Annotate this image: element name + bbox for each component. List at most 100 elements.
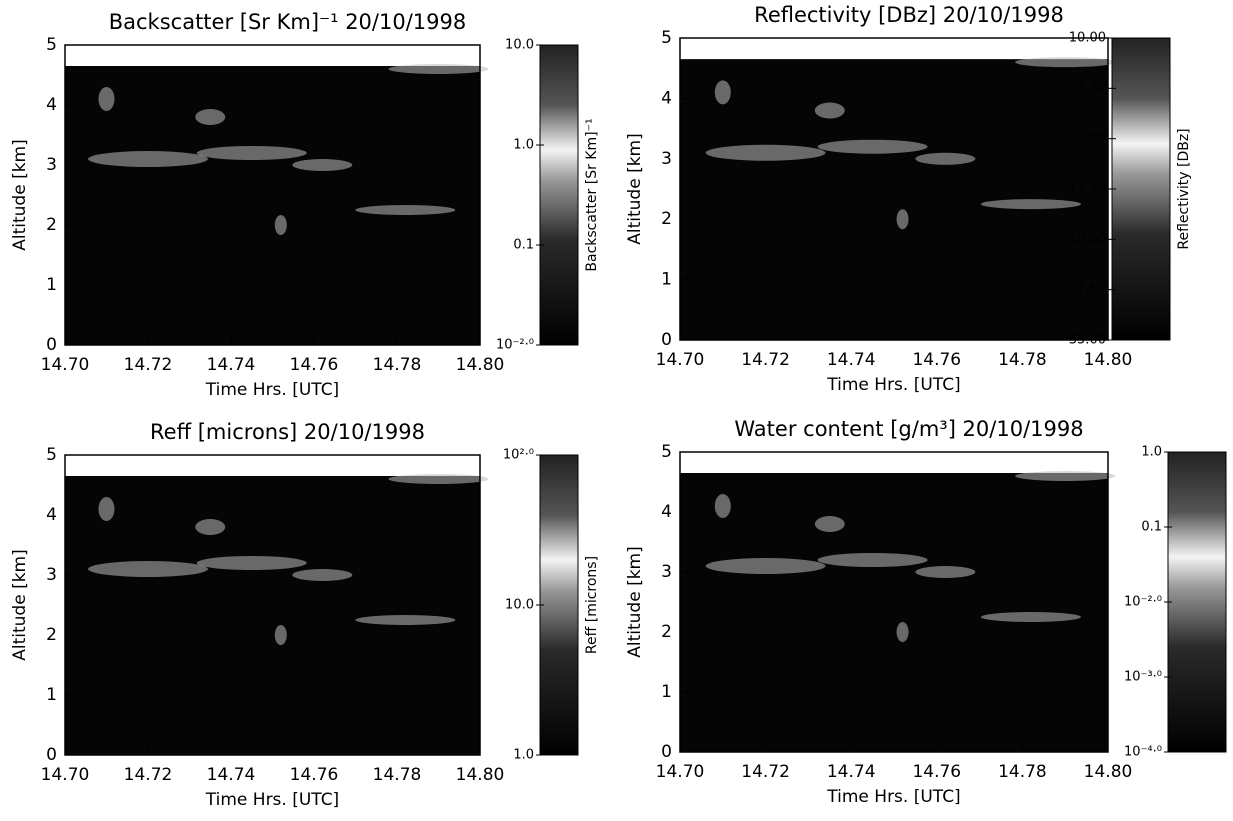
x-axis-label: Time Hrs. [UTC] <box>826 375 960 395</box>
x-tick-label: 14.80 <box>456 765 505 785</box>
x-tick-label: 14.70 <box>656 350 705 370</box>
y-tick-label: 3 <box>661 149 672 169</box>
colorbar-tick-label: 10⁻⁴·⁰ <box>1124 745 1162 760</box>
x-tick-label: 14.80 <box>1084 762 1133 782</box>
cloud-echo <box>292 159 353 171</box>
chart-title: Backscatter [Sr Km]⁻¹ 20/10/1998 <box>109 10 467 34</box>
colorbar-gradient <box>539 44 579 346</box>
plot-frame <box>64 454 481 756</box>
cloud-echo <box>814 102 845 119</box>
plot-frame <box>679 451 1109 753</box>
colorbar-tick-label: -27.50 <box>1064 282 1106 297</box>
cloud-echo <box>915 152 976 165</box>
heatmap-field <box>65 455 480 755</box>
colorbar-tick-label: -20.00 <box>1064 232 1106 247</box>
cloud-echo <box>355 205 456 215</box>
cloud-echo <box>88 561 208 577</box>
cloud-echo <box>1015 57 1116 68</box>
no-data-strip <box>680 452 1108 473</box>
no-data-strip <box>65 455 480 476</box>
cloud-echo <box>195 519 226 535</box>
cloud-echo <box>355 615 456 625</box>
colorbar-tick-label: 2.50 <box>1077 81 1106 96</box>
colorbar-tick-label: 10⁻²·⁰ <box>496 338 534 353</box>
y-tick-label: 0 <box>661 742 672 762</box>
x-tick-label: 14.74 <box>827 350 876 370</box>
y-axis-label: Altitude [km] <box>10 549 30 661</box>
x-axis-label: Time Hrs. [UTC] <box>205 380 339 400</box>
colorbar: 10.0 1.0 0.1 10⁻²·⁰ Backscatter [Sr Km]⁻¹ <box>496 38 600 353</box>
cloud-echo <box>915 566 976 578</box>
colorbar-label: Reff [microns] <box>584 556 600 654</box>
colorbar-tick-label: -5.00 <box>1072 131 1106 146</box>
y-tick-label: 4 <box>46 505 57 525</box>
colorbar-tick-label: 10⁻³·⁰ <box>1124 670 1162 685</box>
cloud-echo <box>388 64 489 74</box>
y-tick-label: 3 <box>661 562 672 582</box>
x-axis-label: Time Hrs. [UTC] <box>205 790 339 810</box>
colorbar-label: Reflectivity [DBz] <box>1176 128 1192 249</box>
y-axis-label: Altitude [km] <box>625 133 645 245</box>
y-tick-label: 2 <box>661 622 672 642</box>
colorbar-tick-label: -12.50 <box>1064 182 1106 197</box>
colorbar-tick-label: -35.00 <box>1064 333 1106 348</box>
x-tick-label: 14.74 <box>827 762 876 782</box>
colorbar-tick-label: 1.0 <box>513 748 534 763</box>
x-tick-label: 14.78 <box>998 350 1047 370</box>
colorbar-label: Backscatter [Sr Km]⁻¹ <box>584 118 600 271</box>
x-tick-label: 14.80 <box>1084 350 1133 370</box>
colorbar-tick-label: 10.0 <box>505 38 534 53</box>
x-tick-label: 14.74 <box>207 765 256 785</box>
cloud-echo <box>1015 471 1116 481</box>
colorbar-tick-label: 1.0 <box>513 138 534 153</box>
x-tick-label: 14.76 <box>912 350 961 370</box>
cloud-echo <box>980 612 1081 622</box>
y-tick-label: 2 <box>46 625 57 645</box>
y-tick-label: 4 <box>661 88 672 108</box>
y-tick-label: 1 <box>661 270 672 290</box>
x-tick-label: 14.70 <box>41 355 90 375</box>
chart-title: Reff [microns] 20/10/1998 <box>150 420 425 444</box>
colorbar-tick-label: 10.00 <box>1069 31 1106 46</box>
colorbar: 10.00 2.50 -5.00 -12.50 -20.00 -27.50 -35.00 Re… <box>1064 31 1192 348</box>
colorbar-tick-label: 0.1 <box>1141 520 1162 535</box>
cloud-echo <box>88 151 208 167</box>
y-tick-label: 4 <box>661 502 672 522</box>
colorbar-gradient <box>539 454 579 756</box>
x-tick-label: 14.70 <box>656 762 705 782</box>
y-tick-label: 0 <box>46 335 57 355</box>
cloud-echo <box>274 215 287 235</box>
x-tick-label: 14.72 <box>124 355 173 375</box>
cloud-echo <box>896 622 909 642</box>
x-tick-label: 14.72 <box>741 350 790 370</box>
x-tick-label: 14.78 <box>373 765 422 785</box>
cloud-echo <box>292 569 353 581</box>
x-axis-label: Time Hrs. [UTC] <box>826 787 960 807</box>
cloud-echo <box>980 199 1081 210</box>
y-tick-label: 5 <box>661 28 672 48</box>
y-axis-label: Altitude [km] <box>10 139 30 251</box>
y-tick-label: 0 <box>46 745 57 765</box>
colorbar-gradient <box>1167 451 1227 753</box>
x-tick-label: 14.76 <box>290 355 339 375</box>
colorbar-tick-label: 10⁻²·⁰ <box>1124 595 1162 610</box>
y-tick-label: 5 <box>46 445 57 465</box>
x-tick-label: 14.78 <box>998 762 1047 782</box>
chart-title: Reflectivity [DBz] 20/10/1998 <box>754 3 1064 27</box>
y-tick-label: 3 <box>46 565 57 585</box>
cloud-echo <box>714 80 731 105</box>
cloud-echo <box>705 558 826 574</box>
colorbar-tick-label: 1.0 <box>1141 445 1162 460</box>
cloud-echo <box>817 553 928 567</box>
cloud-echo <box>98 497 115 521</box>
y-tick-label: 4 <box>46 95 57 115</box>
x-tick-label: 14.76 <box>912 762 961 782</box>
x-tick-label: 14.78 <box>373 355 422 375</box>
colorbar: 10²·⁰ 10.0 1.0 Reff [microns] <box>503 448 600 763</box>
y-tick-label: 1 <box>46 275 57 295</box>
x-tick-label: 14.70 <box>41 765 90 785</box>
no-data-strip <box>680 38 1108 60</box>
cloud-echo <box>814 516 845 532</box>
y-tick-label: 1 <box>661 682 672 702</box>
chart-title: Water content [g/m³] 20/10/1998 <box>734 417 1083 441</box>
